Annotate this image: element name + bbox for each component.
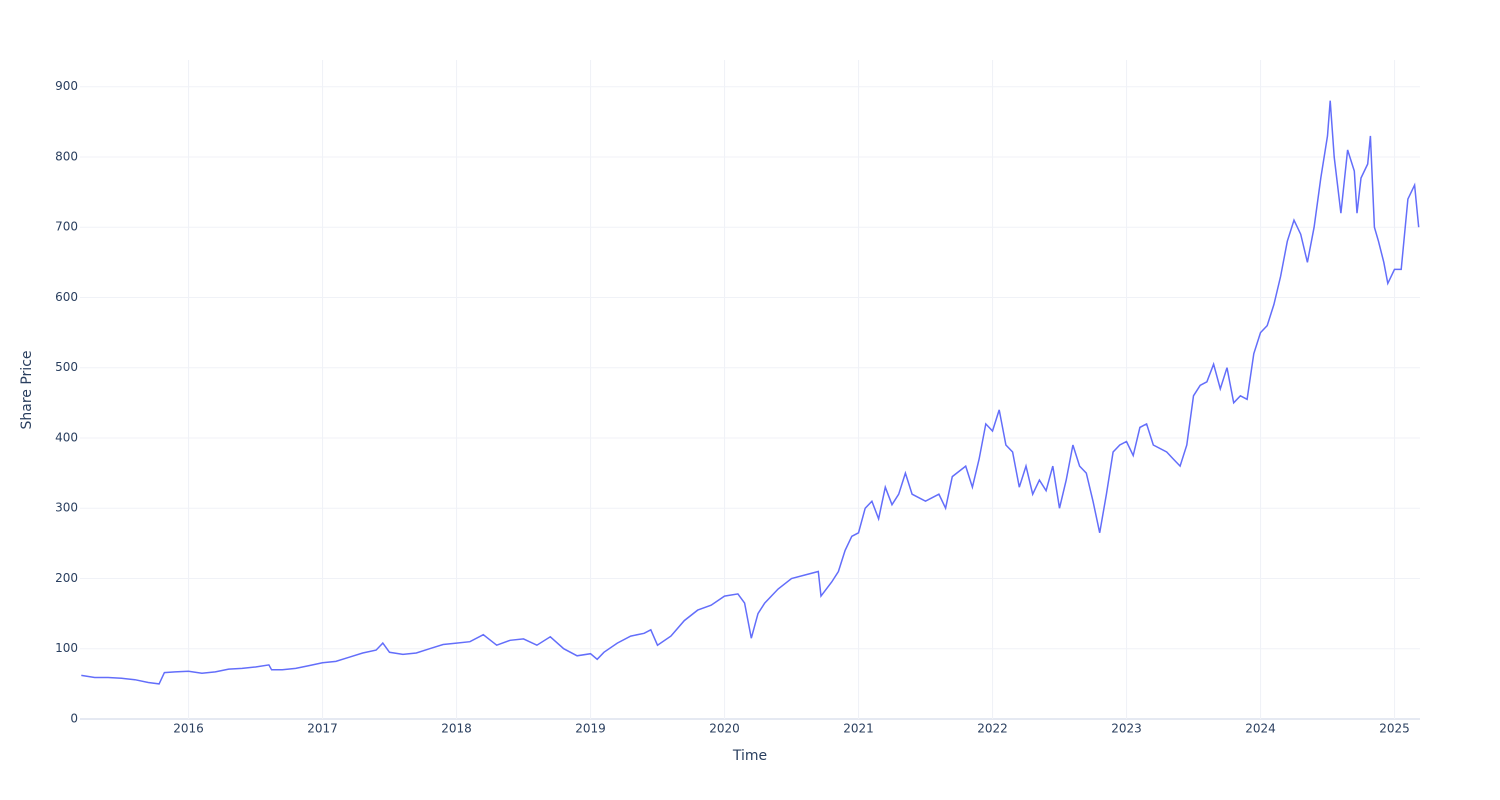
y-tick-label: 700: [55, 220, 78, 234]
line: [81, 100, 1420, 685]
x-tick-label: 2024: [1245, 722, 1276, 736]
x-tick-label: 2021: [843, 722, 874, 736]
x-tick-label: 2016: [173, 722, 204, 736]
x-tick-label: 2025: [1379, 722, 1410, 736]
x-tick-label: 2022: [977, 722, 1008, 736]
x-tick-label: 2017: [307, 722, 338, 736]
x-axis-title: Time: [732, 748, 767, 764]
y-tick-label: 900: [55, 79, 78, 93]
x-tick-label: 2018: [441, 722, 472, 736]
y-tick-label: 600: [55, 290, 78, 304]
y-tick-label: 200: [55, 571, 78, 585]
y-tick-label: 500: [55, 360, 78, 374]
x-tick-label: 2019: [575, 722, 606, 736]
x-tick-label: 2020: [709, 722, 740, 736]
y-tick-label: 100: [55, 641, 78, 655]
y-tick-label: 300: [55, 501, 78, 515]
y-tick-label: 400: [55, 430, 78, 444]
x-tick-label: 2023: [1111, 722, 1142, 736]
y-tick-label: 800: [55, 149, 78, 163]
y-tick-label: 0: [70, 712, 78, 726]
y-axis-title: Share Price: [19, 350, 35, 429]
